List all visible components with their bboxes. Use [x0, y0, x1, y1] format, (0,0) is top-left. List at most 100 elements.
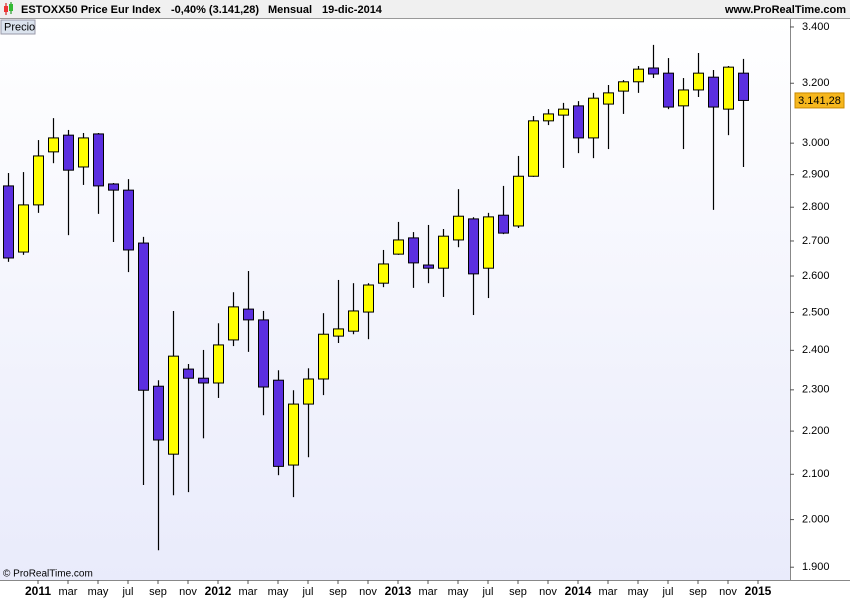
- candle-body: [258, 319, 269, 388]
- candle-body: [498, 214, 509, 234]
- candle-body: [228, 306, 239, 341]
- candle-body: [468, 218, 479, 275]
- header-bar: [0, 0, 850, 18]
- candle-body: [618, 81, 629, 92]
- candle-body: [273, 379, 284, 467]
- candles: [3, 44, 749, 551]
- copyright: © ProRealTime.com: [3, 569, 93, 580]
- header-date: 19-dic-2014: [322, 4, 383, 16]
- candle-body: [408, 237, 419, 264]
- y-tick-label: 2.300: [802, 384, 830, 396]
- candle-body: [3, 185, 14, 259]
- header-change: -0,40% (3.141,28): [171, 4, 259, 16]
- y-tick-label: 2.000: [802, 513, 830, 525]
- x-tick-label: sep: [149, 586, 167, 598]
- candle-body: [348, 310, 359, 332]
- candle-body: [453, 215, 464, 241]
- plot-area: [0, 19, 790, 580]
- candle-body: [168, 355, 179, 455]
- x-tick-label: sep: [509, 586, 527, 598]
- x-tick-label: nov: [539, 586, 557, 598]
- y-tick-label: 2.800: [802, 201, 830, 213]
- candle-body: [438, 235, 449, 269]
- header-period: Mensual: [268, 4, 312, 16]
- candle-body: [63, 134, 74, 171]
- header-site: www.ProRealTime.com: [724, 4, 846, 16]
- candle-body: [33, 155, 44, 206]
- candle-body: [528, 120, 539, 177]
- candle-body: [48, 137, 59, 153]
- candle-body: [108, 183, 119, 191]
- candle-body: [243, 308, 254, 321]
- x-tick-label: may: [268, 586, 289, 598]
- candle-body: [288, 403, 299, 466]
- candle-body: [738, 72, 749, 101]
- candle-body: [198, 377, 209, 384]
- candle-body: [558, 108, 569, 116]
- candle-body: [588, 97, 599, 139]
- candle-body: [303, 378, 314, 405]
- x-tick-label: 2011: [25, 584, 51, 598]
- candle-body: [378, 263, 389, 284]
- candle-body: [603, 92, 614, 105]
- candle-body: [333, 328, 344, 337]
- y-tick-label: 2.200: [802, 425, 830, 437]
- x-tick-label: 2013: [385, 584, 412, 598]
- panel-label: Precio: [4, 21, 35, 33]
- x-tick-label: jul: [661, 586, 673, 598]
- candle-body: [18, 204, 29, 253]
- x-tick-label: jul: [481, 586, 493, 598]
- candle-body: [318, 333, 329, 380]
- x-tick-label: mar: [599, 586, 618, 598]
- candle-body: [213, 344, 224, 384]
- candle-body: [183, 368, 194, 379]
- x-tick-label: mar: [59, 586, 78, 598]
- candle-body: [123, 189, 134, 251]
- x-tick-label: 2012: [205, 584, 232, 598]
- y-tick-label: 3.400: [802, 21, 830, 33]
- candle-body: [153, 385, 164, 441]
- x-tick-label: jul: [301, 586, 313, 598]
- y-tick-label: 2.700: [802, 235, 830, 247]
- last-price-label: 3.141,28: [798, 95, 841, 107]
- x-tick-label: 2015: [745, 584, 772, 598]
- x-tick-label: 2014: [565, 584, 592, 598]
- candle-body: [393, 239, 404, 255]
- candle-body: [633, 68, 644, 83]
- y-tick-label: 2.100: [802, 468, 830, 480]
- candle-body: [423, 264, 434, 269]
- candle-body: [663, 72, 674, 108]
- candle-body: [573, 105, 584, 139]
- candle-body: [723, 66, 734, 110]
- candle-body: [543, 113, 554, 122]
- y-tick-label: 1.900: [802, 561, 830, 573]
- x-tick-label: jul: [121, 586, 133, 598]
- panel-label-box: [0, 19, 36, 35]
- header-icon: [4, 2, 13, 15]
- x-tick-label: may: [628, 586, 649, 598]
- candle-body: [513, 175, 524, 227]
- candle-body: [138, 242, 149, 391]
- candle-body: [708, 76, 719, 108]
- candle-body: [693, 72, 704, 91]
- x-tick-label: sep: [329, 586, 347, 598]
- candle-body: [93, 133, 104, 187]
- y-tick-label: 2.600: [802, 270, 830, 282]
- candle-body: [363, 284, 374, 313]
- x-tick-label: may: [88, 586, 109, 598]
- x-tick-label: nov: [179, 586, 197, 598]
- x-tick-label: mar: [239, 586, 258, 598]
- last-price-box: [794, 92, 845, 109]
- y-tick-label: 3.000: [802, 137, 830, 149]
- x-tick-label: nov: [359, 586, 377, 598]
- x-tick-label: mar: [419, 586, 438, 598]
- candle-body: [78, 137, 89, 168]
- y-tick-label: 2.900: [802, 169, 830, 181]
- candle-body: [678, 89, 689, 107]
- x-tick-label: sep: [689, 586, 707, 598]
- y-tick-label: 2.500: [802, 306, 830, 318]
- x-tick-label: may: [448, 586, 469, 598]
- x-tick-label: nov: [719, 586, 737, 598]
- header-title: ESTOXX50 Price Eur Index: [21, 4, 162, 16]
